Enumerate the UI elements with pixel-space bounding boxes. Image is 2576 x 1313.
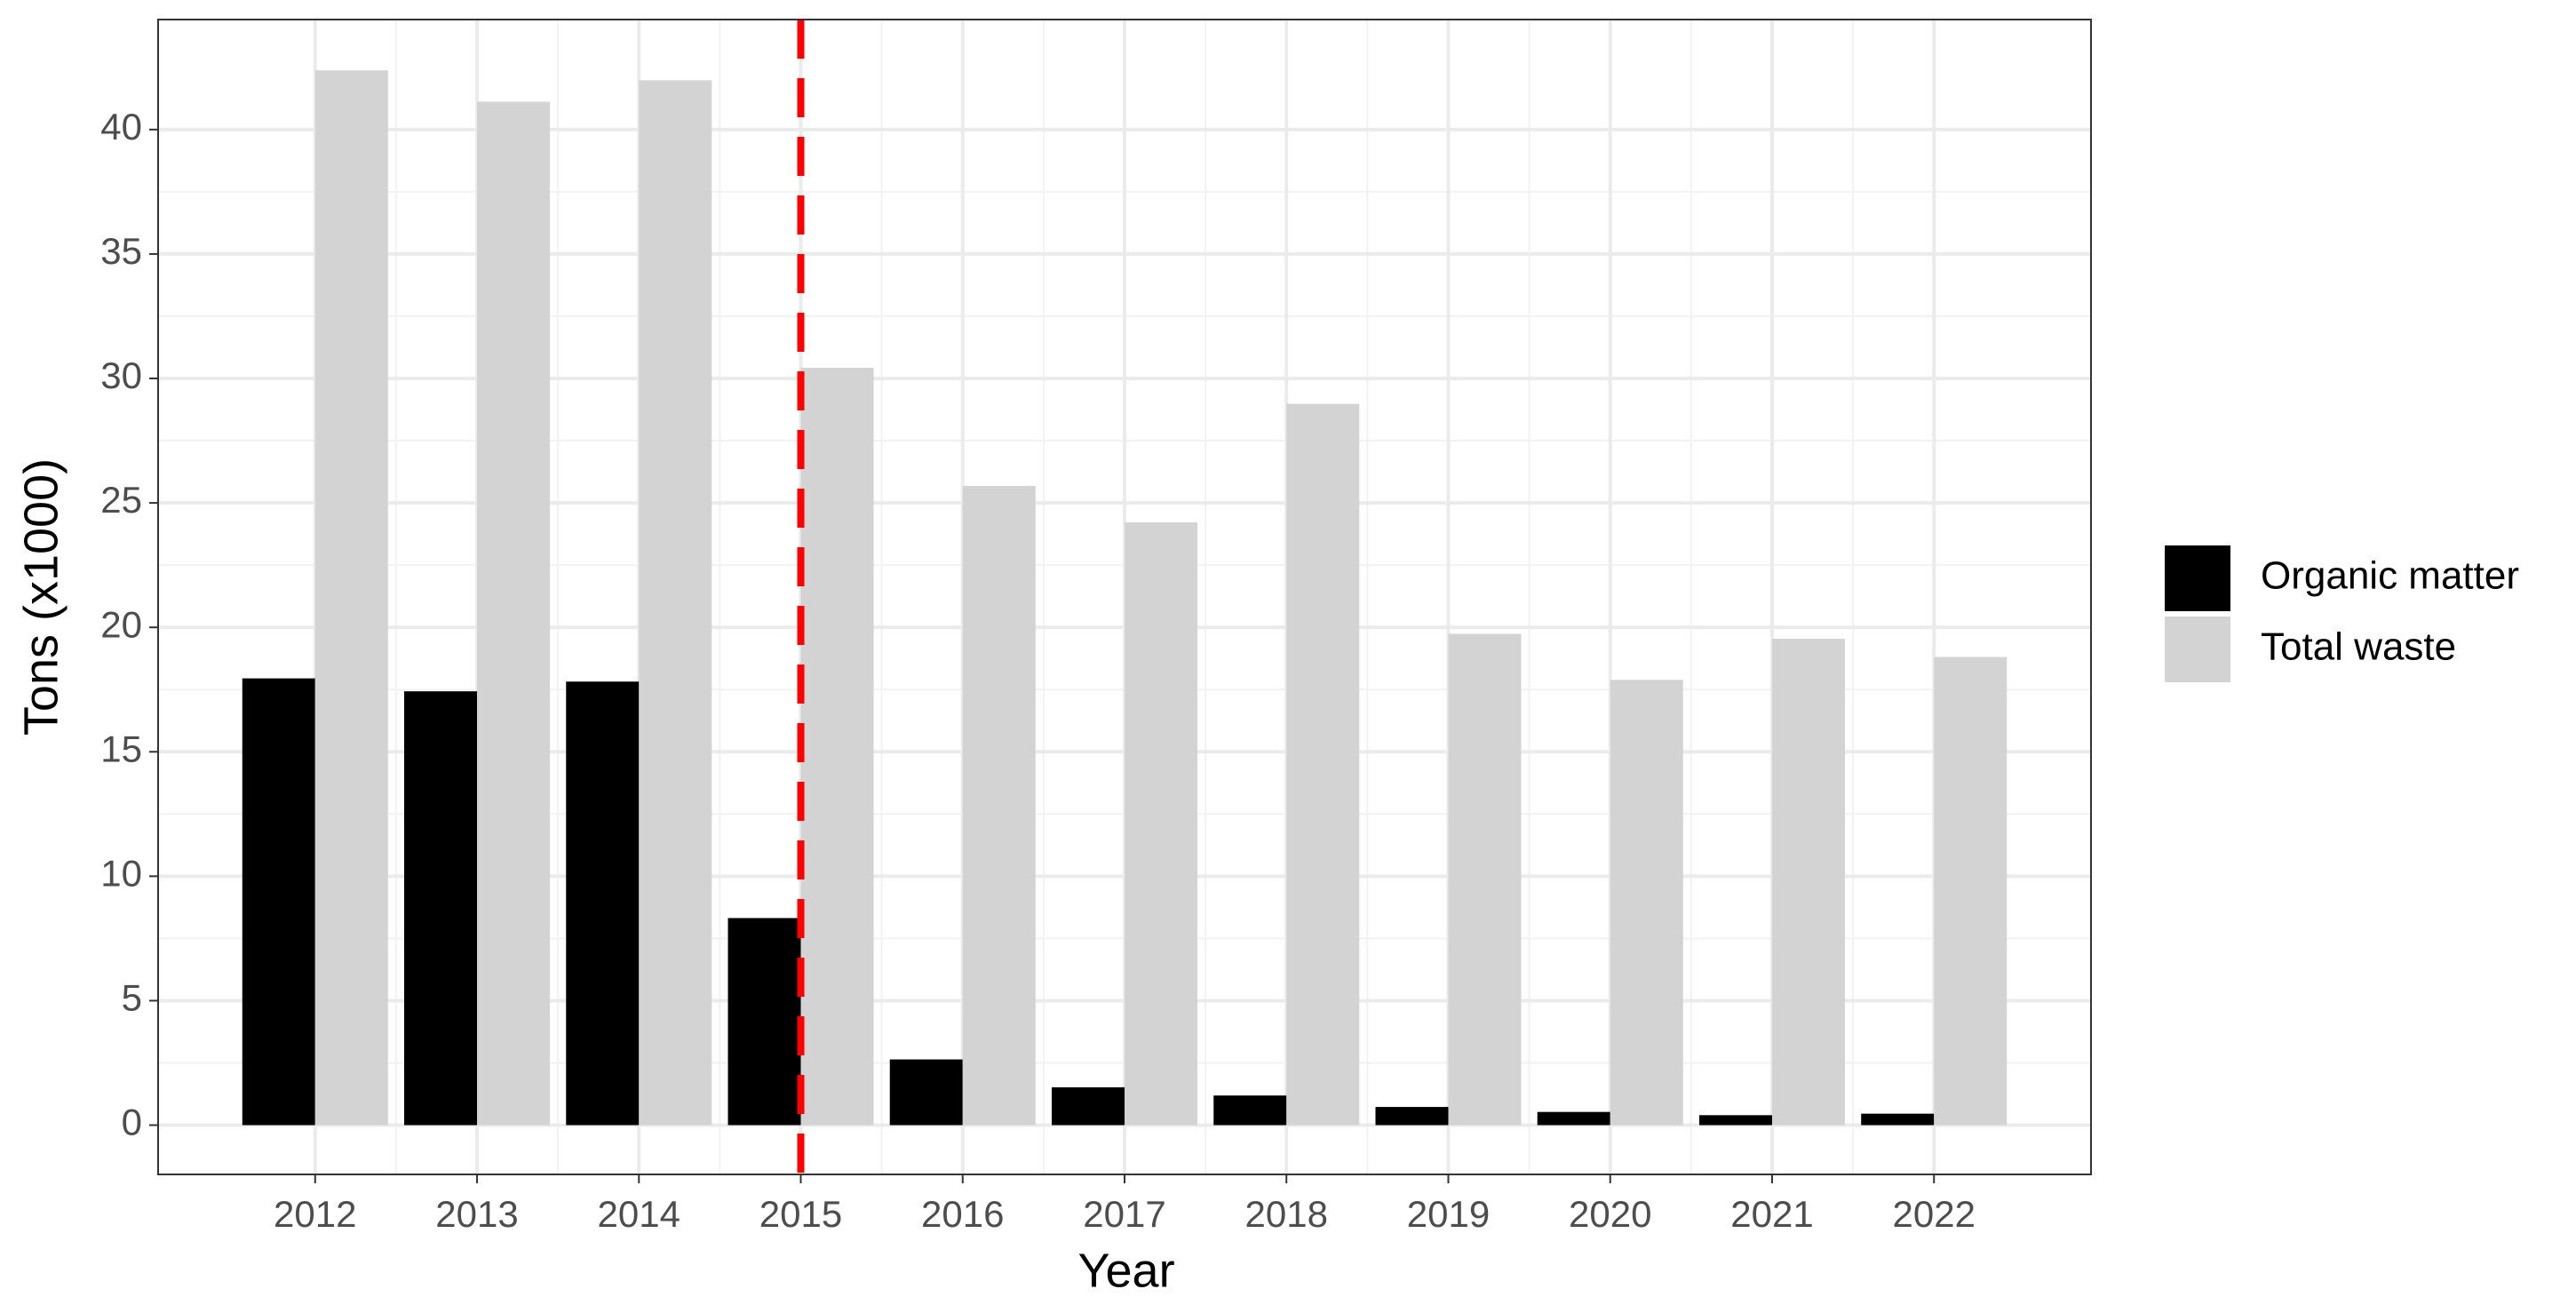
legend-key	[2165, 545, 2230, 611]
bar	[727, 918, 801, 1126]
y-tick-label: 0	[122, 1102, 142, 1143]
y-tick-label: 30	[100, 354, 142, 396]
x-tick-label: 2018	[1245, 1193, 1328, 1235]
y-tick-label: 15	[100, 728, 142, 769]
x-tick-label: 2015	[759, 1193, 842, 1235]
bar	[314, 70, 388, 1126]
panel-border	[157, 19, 2092, 1175]
bar	[566, 681, 640, 1126]
x-tick-label: 2019	[1407, 1193, 1490, 1235]
y-tick-label: 25	[100, 479, 142, 521]
y-tick-label: 40	[100, 106, 142, 147]
y-axis-title: Tons (x1000)	[14, 458, 68, 736]
x-tick-label: 2021	[1730, 1193, 1813, 1235]
bar	[242, 678, 315, 1126]
y-tick-label: 35	[100, 230, 142, 272]
bar	[800, 367, 874, 1126]
bar	[477, 101, 551, 1126]
x-tick-label: 2014	[598, 1193, 680, 1235]
bar	[1861, 1113, 1935, 1126]
bar	[1213, 1095, 1287, 1126]
x-tick-label: 2017	[1083, 1193, 1165, 1235]
bar	[1448, 633, 1522, 1126]
x-axis-title: Year	[1077, 1244, 1174, 1297]
bar	[1698, 1115, 1772, 1126]
x-tick-label: 2022	[1893, 1193, 1976, 1235]
x-tick-label: 2013	[435, 1193, 518, 1235]
legend-label: Organic matter	[2261, 554, 2519, 598]
bar	[1375, 1107, 1449, 1126]
bar	[962, 486, 1036, 1126]
bar	[1771, 639, 1845, 1126]
bar	[1537, 1111, 1610, 1126]
y-tick-label: 5	[122, 977, 142, 1019]
legend-label: Total waste	[2261, 625, 2456, 669]
legend-key	[2165, 617, 2230, 682]
x-tick-label: 2020	[1569, 1193, 1651, 1235]
bar	[639, 80, 712, 1126]
x-tick-label: 2016	[921, 1193, 1004, 1235]
bar	[889, 1059, 963, 1126]
bar	[404, 691, 478, 1126]
bar	[1286, 403, 1360, 1126]
bar	[1051, 1086, 1125, 1126]
bar	[1610, 680, 1683, 1126]
bar	[1934, 656, 2008, 1126]
bar	[1125, 521, 1198, 1126]
y-tick-label: 10	[100, 852, 142, 894]
y-tick-label: 20	[100, 603, 142, 645]
x-tick-label: 2012	[274, 1193, 356, 1235]
